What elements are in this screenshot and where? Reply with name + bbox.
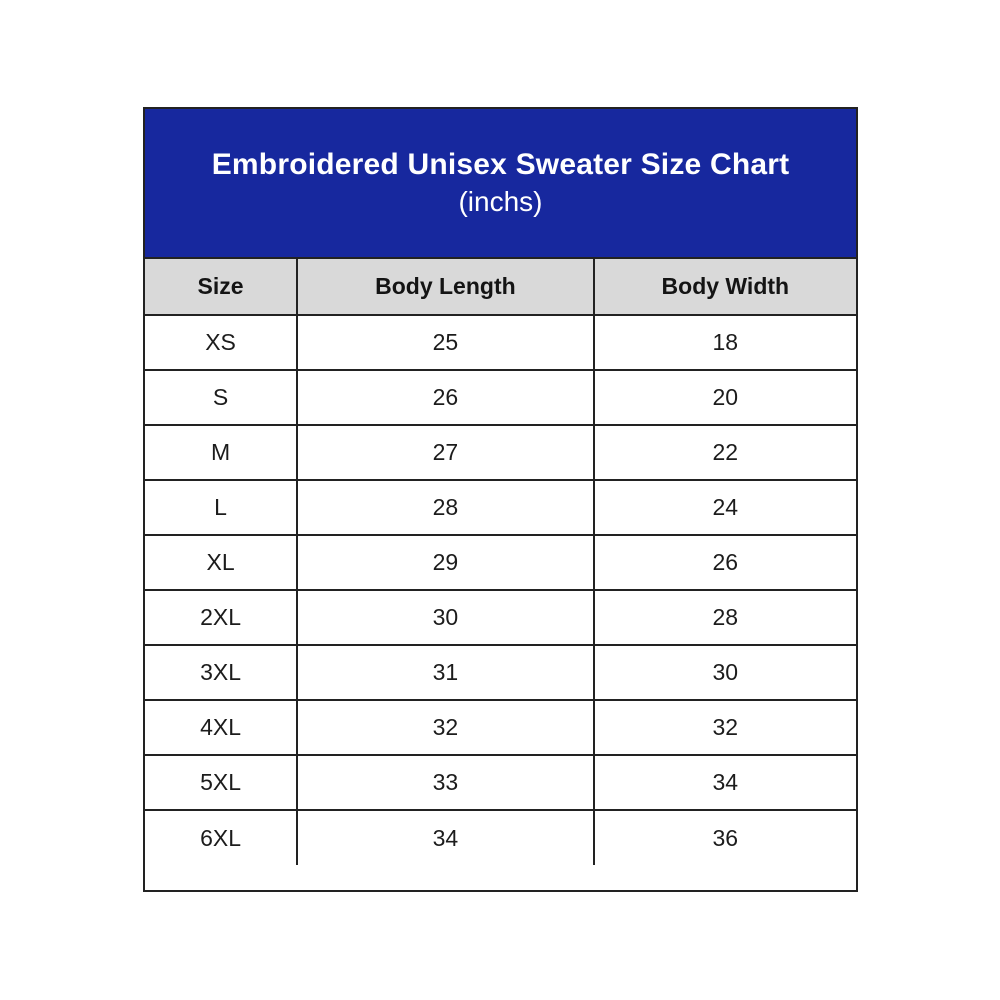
cell-size: 6XL [145, 809, 299, 865]
cell-body-length: 29 [296, 534, 595, 591]
cell-body-width: 30 [592, 644, 856, 701]
chart-header: Embroidered Unisex Sweater Size Chart (i… [145, 109, 856, 259]
cell-body-length: 27 [296, 424, 595, 481]
cell-body-width: 18 [592, 314, 856, 371]
table-header-row: Size Body Length Body Width [145, 259, 856, 316]
cell-body-length: 31 [296, 644, 595, 701]
chart-subtitle: (inchs) [458, 185, 543, 217]
cell-size: 5XL [145, 754, 299, 811]
table-row: 3XL 31 30 [145, 644, 856, 701]
cell-body-length: 34 [296, 809, 595, 865]
column-header-body-width: Body Width [592, 259, 856, 316]
table-body: XS 25 18 S 26 20 M 27 22 L 28 24 XL 29 26 2XL 30 28 3XL 31 3… [145, 314, 856, 865]
cell-body-width: 28 [592, 589, 856, 646]
column-header-size: Size [145, 259, 299, 316]
table-row: 2XL 30 28 [145, 589, 856, 646]
cell-body-width: 26 [592, 534, 856, 591]
cell-body-length: 30 [296, 589, 595, 646]
cell-size: L [145, 479, 299, 536]
table-row: 6XL 34 36 [145, 809, 856, 865]
cell-body-length: 33 [296, 754, 595, 811]
table-row: 4XL 32 32 [145, 699, 856, 756]
cell-size: 3XL [145, 644, 299, 701]
table-row: XS 25 18 [145, 314, 856, 371]
table-row: XL 29 26 [145, 534, 856, 591]
cell-body-width: 36 [592, 809, 856, 865]
chart-title: Embroidered Unisex Sweater Size Chart [211, 148, 790, 182]
table-row: L 28 24 [145, 479, 856, 536]
cell-size: XL [145, 534, 299, 591]
cell-body-width: 24 [592, 479, 856, 536]
cell-size: S [145, 369, 299, 426]
table-row: S 26 20 [145, 369, 856, 426]
cell-size: M [145, 424, 299, 481]
column-header-body-length: Body Length [296, 259, 595, 316]
cell-body-width: 22 [592, 424, 856, 481]
size-chart-card: Embroidered Unisex Sweater Size Chart (i… [143, 107, 858, 892]
cell-size: XS [145, 314, 299, 371]
table-row: M 27 22 [145, 424, 856, 481]
cell-body-width: 32 [592, 699, 856, 756]
cell-body-length: 26 [296, 369, 595, 426]
cell-size: 4XL [145, 699, 299, 756]
cell-body-width: 34 [592, 754, 856, 811]
size-table: Size Body Length Body Width XS 25 18 S 26 20 M… [145, 259, 856, 865]
table-row: 5XL 33 34 [145, 754, 856, 811]
cell-body-length: 25 [296, 314, 595, 371]
cell-body-length: 32 [296, 699, 595, 756]
cell-size: 2XL [145, 589, 299, 646]
cell-body-width: 20 [592, 369, 856, 426]
cell-body-length: 28 [296, 479, 595, 536]
